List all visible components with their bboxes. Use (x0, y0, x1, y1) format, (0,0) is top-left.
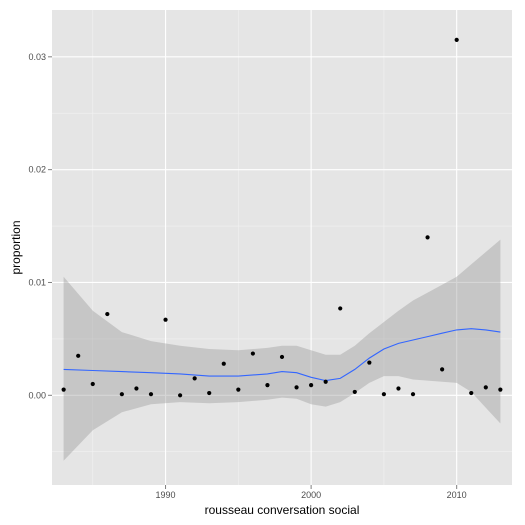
x-tick-label: 2000 (301, 490, 321, 500)
x-axis-ticks: 1990 2000 2010 (156, 485, 467, 500)
y-axis-ticks: 0.00 0.01 0.02 0.03 (28, 52, 52, 400)
data-point (119, 392, 124, 397)
grid (52, 10, 512, 485)
plot-panel (52, 10, 512, 485)
data-point (221, 361, 226, 366)
data-point (338, 306, 343, 311)
y-tick-label: 0.01 (28, 277, 46, 287)
data-point (323, 379, 328, 384)
data-point (469, 390, 474, 396)
data-point (352, 389, 357, 395)
x-axis-title: rousseau conversation social (205, 503, 360, 517)
confidence-band (63, 239, 501, 461)
data-point (294, 385, 299, 390)
data-point (90, 381, 95, 387)
smooth-line (63, 328, 501, 382)
y-tick-label: 0.03 (28, 52, 46, 62)
data-point (134, 386, 139, 391)
data-point (309, 383, 314, 388)
data-point (279, 354, 285, 360)
data-point (483, 385, 488, 390)
data-point (425, 235, 430, 240)
data-point (250, 351, 255, 356)
data-point (236, 387, 241, 392)
data-point (381, 392, 386, 397)
data-point (440, 367, 445, 372)
data-point (192, 376, 197, 381)
y-tick-label: 0.00 (28, 390, 46, 400)
data-point (178, 393, 183, 398)
data-point (76, 353, 81, 358)
data-point (105, 311, 110, 317)
data-point (410, 392, 416, 397)
data-point (396, 386, 401, 391)
data-points (61, 37, 503, 398)
data-point (367, 360, 372, 365)
data-point (454, 37, 459, 42)
y-tick-label: 0.02 (28, 165, 46, 175)
data-point (148, 392, 154, 397)
data-point (207, 390, 212, 396)
x-tick-label: 1990 (156, 490, 176, 500)
data-point (61, 387, 66, 392)
data-point (163, 317, 168, 322)
x-tick-label: 2010 (447, 490, 467, 500)
y-axis-title: proportion (9, 220, 23, 274)
data-point (498, 387, 503, 392)
data-point (265, 383, 270, 388)
